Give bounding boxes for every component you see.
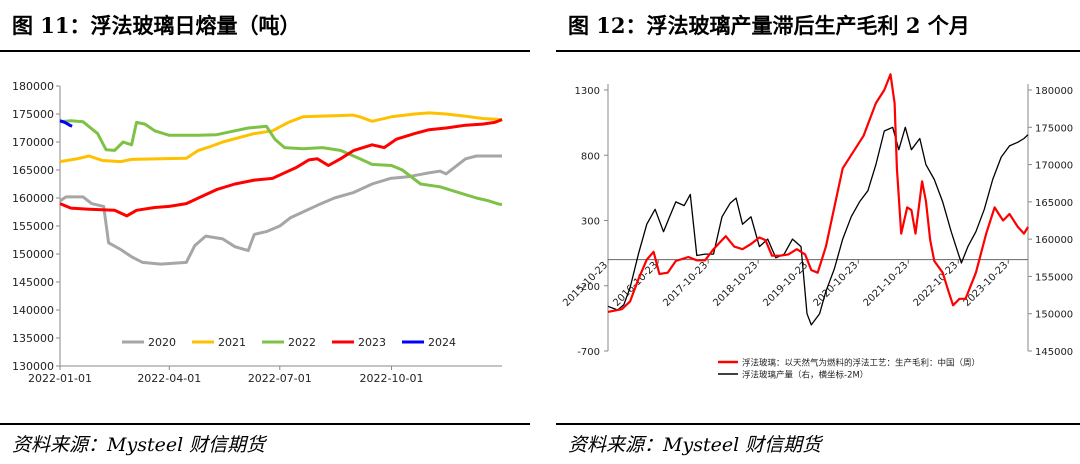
legend-label-2022: 2022: [288, 336, 316, 349]
legend-label-production: 浮法玻璃产量（右，横坐标-2M）: [742, 370, 868, 381]
left-y-tick-label: 140000: [12, 304, 54, 317]
right-right-y-tick-label: 150000: [1035, 310, 1073, 321]
right-right-y-tick-label: 165000: [1035, 198, 1073, 209]
right-x-tick-label: 2017-10-23: [661, 260, 710, 309]
right-top-rule: [556, 50, 1080, 52]
right-left-y-tick-label: -200: [577, 282, 600, 293]
left-top-rule: [0, 50, 530, 52]
left-x-tick-label: 2022-01-01: [28, 372, 92, 385]
right-source-note: 资料来源：Mysteel 财信期货: [568, 434, 822, 456]
left-y-tick-label: 150000: [12, 248, 54, 261]
left-figure: 图 11：浮法玻璃日熔量（吨） 130000 135000 140000 145000…: [0, 0, 530, 464]
right-figure: 图 12：浮法玻璃产量滞后生产毛利 2 个月 -700 -200 300 800 130…: [556, 0, 1080, 464]
right-left-y-tick-label: -700: [577, 347, 600, 358]
left-x-tick-label: 2022-07-01: [248, 372, 312, 385]
legend-label-2023: 2023: [358, 336, 386, 349]
legend-label-margin: 浮法玻璃：以天然气为燃料的浮法工艺：生产毛利：中国（周）: [742, 358, 980, 369]
series-line-2020: [59, 154, 502, 266]
right-figure-title: 图 12：浮法玻璃产量滞后生产毛利 2 个月: [568, 13, 970, 38]
series-line-production: [607, 126, 1029, 326]
left-y-tick-label: 170000: [12, 136, 54, 149]
series-line-2023: [59, 118, 503, 218]
left-y-tick-label: 175000: [12, 108, 54, 121]
right-chart: -700 -200 300 800 1300 145000 150000 155000 1600…: [561, 73, 1073, 381]
left-y-tick-label: 180000: [12, 80, 54, 93]
right-x-tick-label: 2018-10-23: [711, 260, 760, 309]
series-line-2024: [59, 119, 73, 128]
right-right-y-tick-label: 145000: [1035, 347, 1073, 358]
left-y-tick-label: 160000: [12, 192, 54, 205]
left-y-tick-label: 145000: [12, 276, 54, 289]
right-right-y-tick-label: 160000: [1035, 235, 1073, 246]
series-line-margin: [607, 73, 1029, 313]
left-y-tick-label: 130000: [12, 360, 54, 373]
left-figure-title: 图 11：浮法玻璃日熔量（吨）: [12, 13, 301, 38]
left-chart: 130000 135000 140000 145000 150000 155000 1600…: [12, 80, 503, 385]
right-x-tick-label: 2022-10-23: [912, 260, 961, 309]
left-y-tick-label: 155000: [12, 220, 54, 233]
left-bottom-rule: [0, 423, 530, 425]
series-line-2021: [59, 111, 503, 164]
right-right-y-tick-label: 175000: [1035, 123, 1073, 134]
right-left-y-tick-label: 1300: [575, 86, 600, 97]
right-bottom-rule: [556, 423, 1080, 425]
legend-label-2021: 2021: [218, 336, 246, 349]
left-source-note: 资料来源：Mysteel 财信期货: [12, 434, 266, 456]
right-x-tick-label: 2021-10-23: [862, 260, 911, 309]
right-left-y-tick-label: 800: [581, 151, 600, 162]
left-y-tick-label: 165000: [12, 164, 54, 177]
series-line-2022: [59, 119, 503, 207]
right-x-tick-label: 2023-10-23: [962, 260, 1011, 309]
right-right-y-tick-label: 170000: [1035, 161, 1073, 172]
legend-label-2020: 2020: [148, 336, 176, 349]
left-y-tick-label: 135000: [12, 332, 54, 345]
right-right-y-tick-label: 180000: [1035, 86, 1073, 97]
left-x-tick-label: 2022-10-01: [360, 372, 424, 385]
right-right-y-tick-label: 155000: [1035, 272, 1073, 283]
right-x-tick-label: 2015-10-23: [561, 260, 610, 309]
legend-label-2024: 2024: [428, 336, 456, 349]
right-left-y-tick-label: 300: [581, 217, 600, 228]
left-x-tick-label: 2022-04-01: [137, 372, 201, 385]
